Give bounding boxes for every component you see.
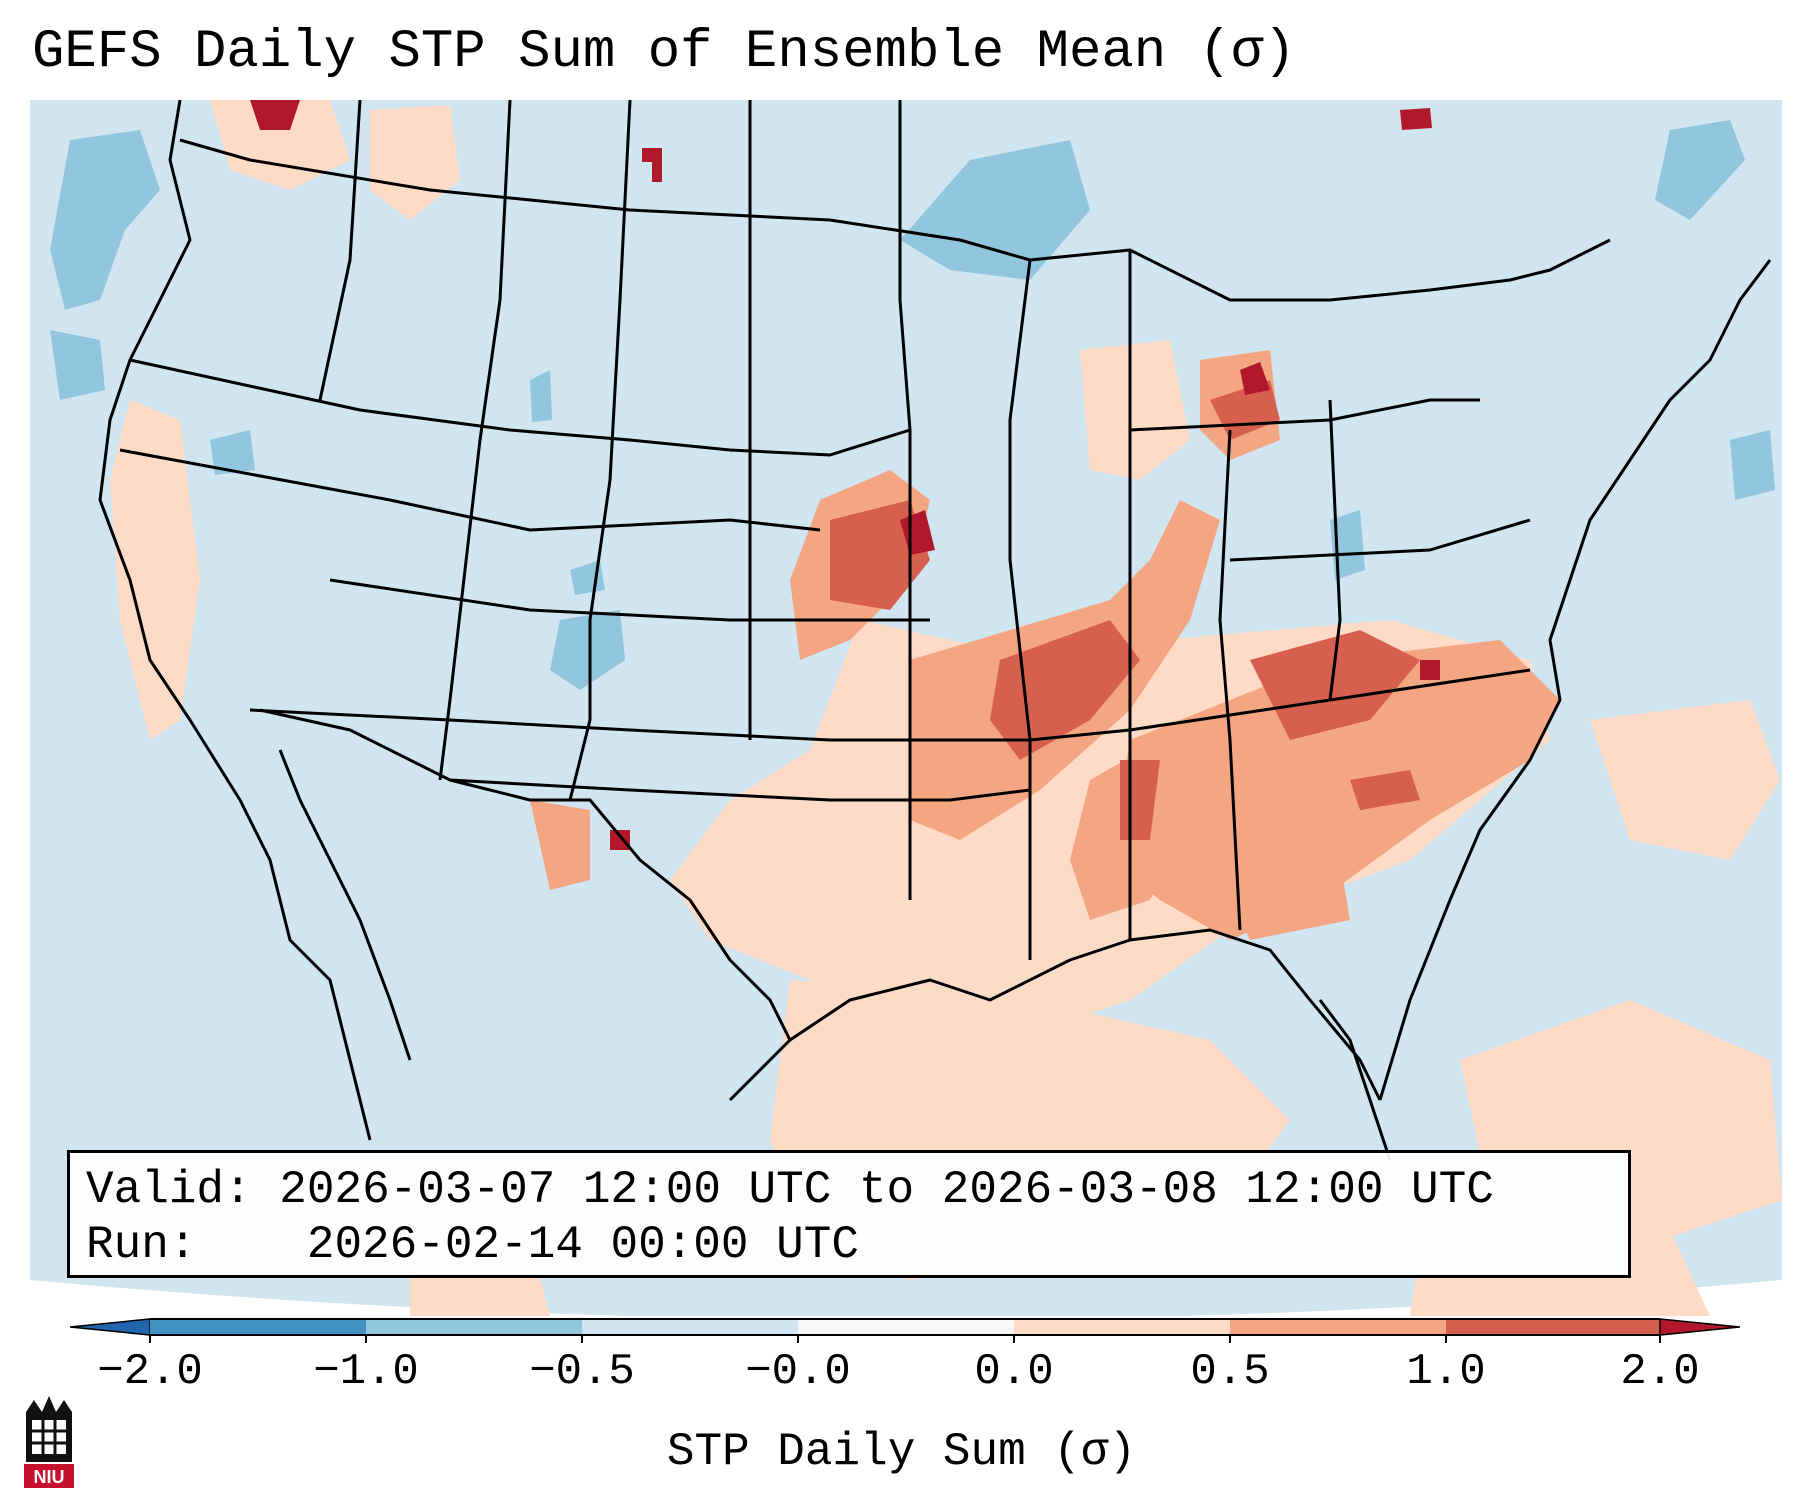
anomaly-patch	[530, 370, 552, 422]
state-line	[1218, 429, 1242, 931]
state-line	[1129, 398, 1480, 432]
colorbar-tick-label: −0.5	[529, 1347, 635, 1387]
colorbar-bin	[1230, 1319, 1446, 1335]
colorbar-under-arrow	[70, 1318, 151, 1336]
colorbar-label: STP Daily Sum (σ)	[666, 1426, 1137, 1478]
baja-coast	[278, 749, 412, 1061]
logo-window	[32, 1420, 66, 1454]
mexico-border	[259, 708, 792, 1041]
map-title: GEFS Daily STP Sum of Ensemble Mean (σ)	[32, 22, 1296, 83]
colorbar-tick-label: 1.0	[1406, 1347, 1485, 1387]
logo-band	[24, 1464, 74, 1488]
logo-window-grid	[32, 1420, 66, 1454]
anomaly-patch	[1350, 770, 1420, 810]
colorbar-bin	[366, 1319, 582, 1335]
anomaly-patch	[250, 100, 300, 130]
anomaly-patch	[1655, 120, 1745, 220]
state-line	[119, 448, 821, 532]
colorbar-tick-label: 0.0	[974, 1347, 1053, 1387]
anomaly-patch	[1420, 660, 1440, 680]
state-boundaries	[98, 100, 1772, 1161]
anomaly-patch	[530, 800, 590, 890]
state-line	[1328, 399, 1342, 701]
colorbar: −2.0 −1.0 −0.5 −0.0 0.0 0.5 1.0 2.0	[70, 1318, 1740, 1387]
run-label: Run:	[86, 1219, 197, 1271]
colorbar-bin	[150, 1319, 366, 1335]
anomaly-patch	[550, 610, 625, 690]
colorbar-tick-label: −1.0	[313, 1347, 419, 1387]
state-line	[1008, 259, 1032, 960]
state-line	[449, 778, 1031, 802]
state-line	[318, 100, 362, 401]
anomaly-patch	[610, 830, 630, 850]
anomaly-patch	[1590, 700, 1780, 860]
valid-label: Valid:	[86, 1164, 252, 1216]
anomaly-patch	[900, 140, 1090, 280]
valid-time-box: Valid: 2026-03-07 12:00 UTC to 2026-03-0…	[67, 1150, 1631, 1278]
colorbar-bin	[582, 1319, 798, 1335]
state-line	[129, 358, 911, 457]
anomaly-patch	[110, 400, 200, 740]
run-value: 2026-02-14 00:00 UTC	[306, 1219, 859, 1271]
anomaly-patch	[642, 148, 662, 182]
anomaly-patch	[1400, 108, 1432, 130]
colorbar-tick-label: 0.5	[1190, 1347, 1269, 1387]
canada-border	[179, 138, 1611, 302]
state-line	[1229, 518, 1531, 562]
east-coast	[1378, 259, 1772, 1101]
colorbar-over-arrow	[1659, 1318, 1740, 1336]
anomaly-patch	[50, 330, 105, 400]
logo-text: NIU	[34, 1467, 65, 1487]
west-coast	[98, 100, 372, 1141]
anomaly-patch	[210, 430, 255, 475]
state-line	[568, 100, 632, 801]
gulf-coast	[728, 928, 1382, 1102]
colorbar-bin	[798, 1319, 1014, 1335]
state-line	[438, 100, 512, 781]
niu-logo: NIU	[24, 1396, 74, 1488]
valid-value: 2026-03-07 12:00 UTC to 2026-03-08 12:00…	[279, 1164, 1494, 1216]
colorbar-bin	[1014, 1319, 1230, 1335]
colorbar-tick-label: −0.0	[745, 1347, 851, 1387]
anomaly-patch	[50, 130, 160, 310]
colorbar-tick-label: 2.0	[1620, 1347, 1699, 1387]
florida	[1318, 999, 1392, 1161]
colorbar-ticks	[149, 1335, 1661, 1343]
anomaly-patch	[1240, 362, 1270, 395]
colorbar-tick-label: −2.0	[97, 1347, 203, 1387]
anomaly-patch	[1080, 340, 1190, 480]
anomaly-patch	[1730, 430, 1775, 500]
state-line	[329, 578, 930, 622]
colorbar-bin	[1446, 1319, 1660, 1335]
anomaly-patch	[1210, 860, 1350, 940]
state-line	[898, 100, 912, 900]
anomaly-patch	[210, 100, 350, 190]
stp-map	[30, 100, 1782, 1316]
anomaly-patch	[1250, 630, 1420, 740]
